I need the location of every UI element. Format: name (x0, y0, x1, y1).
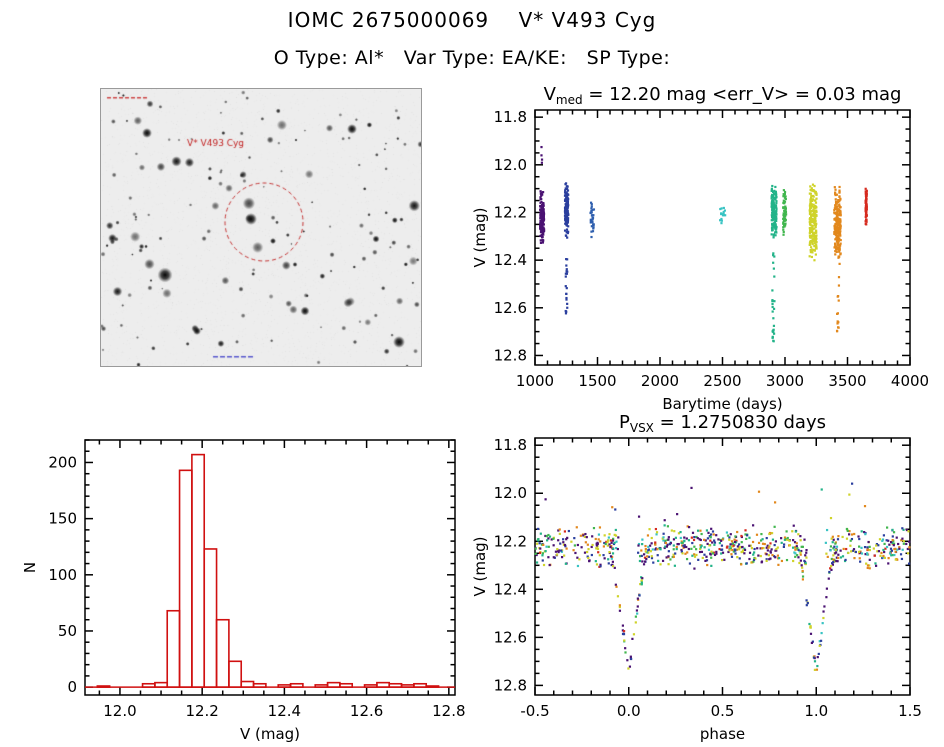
svg-text:12.0: 12.0 (103, 702, 136, 720)
svg-text:12.6: 12.6 (350, 702, 383, 720)
svg-text:12.8: 12.8 (432, 702, 465, 720)
svg-text:PVSX = 1.2750830 days: PVSX = 1.2750830 days (619, 412, 826, 435)
svg-text:Barytime (days): Barytime (days) (662, 395, 782, 413)
svg-text:12.4: 12.4 (494, 580, 527, 598)
svg-text:12.0: 12.0 (494, 156, 527, 174)
svg-text:12.8: 12.8 (494, 346, 527, 364)
page-title: IOMC 2675000069 V* V493 Cyg (287, 8, 657, 32)
svg-text:100: 100 (48, 566, 77, 584)
svg-text:N: N (21, 562, 39, 573)
svg-text:Vmed = 12.20 mag <err_V> = 0.0: Vmed = 12.20 mag <err_V> = 0.03 mag (544, 84, 902, 107)
lightcurve-chart: 1000 1500 2000 2500 3000 3500 4000 11.8 12.0 12.2… (471, 84, 929, 413)
svg-text:V (mag): V (mag) (471, 536, 489, 596)
svg-text:200: 200 (48, 453, 77, 471)
svg-text:phase: phase (700, 725, 745, 743)
svg-text:1500: 1500 (578, 372, 616, 390)
svg-text:1000: 1000 (516, 372, 554, 390)
svg-text:4000: 4000 (891, 372, 929, 390)
svg-text:V (mag): V (mag) (240, 725, 300, 743)
svg-text:12.2: 12.2 (494, 532, 527, 550)
svg-text:0: 0 (67, 678, 77, 696)
svg-text:3500: 3500 (828, 372, 866, 390)
svg-text:11.8: 11.8 (494, 436, 527, 454)
svg-text:12.0: 12.0 (494, 484, 527, 502)
svg-text:150: 150 (48, 510, 77, 528)
magnitude-histogram-chart: 12.0 12.2 12.4 12.6 12.8 0 50 100 150 200 V (mag) N (21, 439, 466, 743)
svg-text:50: 50 (58, 622, 77, 640)
svg-text:12.2: 12.2 (494, 203, 527, 221)
phase-folded-chart: -0.5 0.0 0.5 1.0 1.5 11.8 12.0 12.2 12.4 12.6 12.8… (471, 412, 922, 743)
svg-text:12.6: 12.6 (494, 299, 527, 317)
object-types-line: O Type: Al* Var Type: EA/KE: SP Type: (273, 47, 671, 69)
svg-text:12.8: 12.8 (494, 676, 527, 694)
svg-text:0.0: 0.0 (617, 702, 641, 720)
svg-text:V (mag): V (mag) (471, 207, 489, 267)
svg-text:0.5: 0.5 (711, 702, 735, 720)
svg-text:3000: 3000 (766, 372, 804, 390)
svg-text:12.4: 12.4 (494, 251, 527, 269)
finding-chart (100, 88, 422, 367)
svg-text:1.0: 1.0 (804, 702, 828, 720)
svg-text:12.2: 12.2 (185, 702, 218, 720)
svg-text:11.8: 11.8 (494, 108, 527, 126)
finding-chart-image (100, 88, 422, 367)
svg-text:1.5: 1.5 (898, 702, 922, 720)
svg-text:2000: 2000 (641, 372, 679, 390)
svg-text:12.6: 12.6 (494, 628, 527, 646)
svg-text:2500: 2500 (703, 372, 741, 390)
svg-text:12.4: 12.4 (268, 702, 301, 720)
svg-text:-0.5: -0.5 (520, 702, 549, 720)
